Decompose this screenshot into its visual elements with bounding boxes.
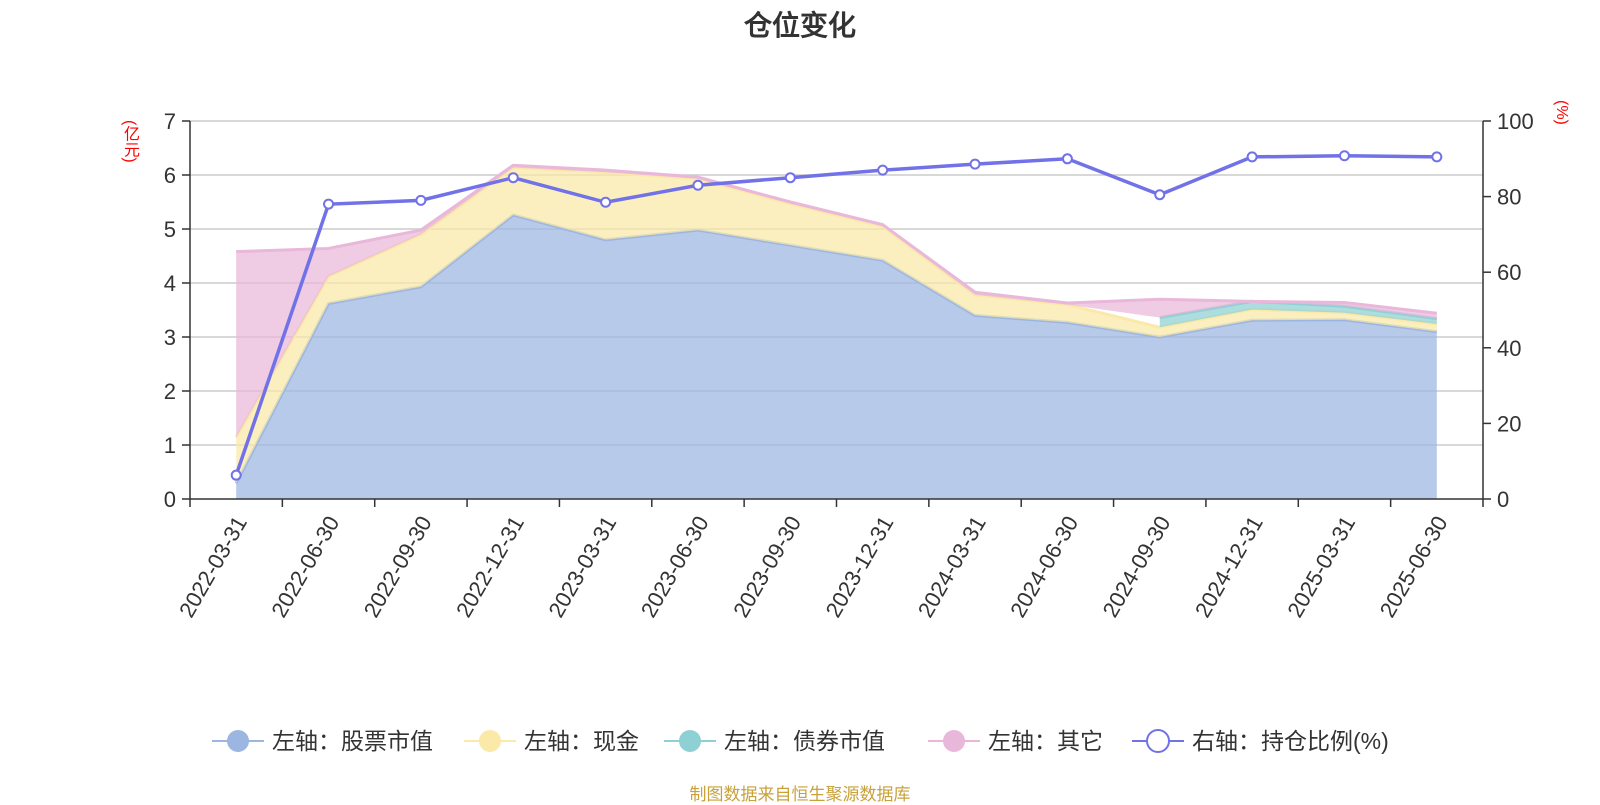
x-axis-tick-label: 2022-03-31	[174, 512, 252, 622]
right-axis-tick-label: 100	[1497, 109, 1534, 134]
holding-ratio-point	[415, 194, 427, 206]
holding-ratio-point	[1431, 151, 1443, 163]
left-axis-tick-label: 5	[164, 217, 176, 242]
holding-ratio-point	[784, 172, 796, 184]
right-axis-tick-label: 0	[1497, 487, 1509, 512]
holding-ratio-point	[600, 196, 612, 208]
area-9cb6e2	[236, 214, 1437, 499]
data-source-note: 制图数据来自恒生聚源数据库	[689, 785, 911, 804]
area-edge	[234, 165, 1438, 439]
right-axis-tick-label: 20	[1497, 411, 1521, 436]
area-edge	[1159, 299, 1438, 321]
left-axis-tick-label: 6	[164, 163, 176, 188]
x-axis-tick-label: 2022-09-30	[359, 512, 437, 622]
right-axis-unit: (%)	[1553, 100, 1570, 125]
legend-label: 右轴：持仓比例(%)	[1192, 728, 1389, 754]
legend: 左轴：股票市值 左轴：现金 左轴：债券市值 左轴：其它 右轴：持仓比例(%)	[212, 728, 1389, 754]
x-axis-tick-label: 2024-06-30	[1005, 512, 1083, 622]
x-axis-tick-label: 2023-09-30	[728, 512, 806, 622]
x-axis-tick-label: 2025-03-31	[1282, 512, 1360, 622]
legend-swatch-marker	[479, 730, 501, 752]
holding-ratio-point	[230, 469, 242, 481]
legend-label: 左轴：其它	[988, 728, 1103, 754]
legend-label: 左轴：现金	[524, 728, 639, 754]
right-axis-tick-label: 80	[1497, 185, 1521, 210]
legend-label: 左轴：股票市值	[272, 728, 433, 754]
area-fae9a8	[236, 167, 1437, 484]
x-axis-tick-label: 2024-12-31	[1190, 512, 1268, 622]
holding-ratio-point	[692, 179, 704, 191]
left-axis-tick-label: 2	[164, 379, 176, 404]
right-axis-tick-label: 40	[1497, 336, 1521, 361]
area-edge	[236, 163, 1437, 315]
left-axis-unit: (亿元)	[121, 120, 138, 163]
holding-ratio-point	[323, 198, 335, 210]
holding-ratio-point	[969, 158, 981, 170]
x-axis-tick-label: 2025-06-30	[1375, 512, 1453, 622]
left-axis-tick-label: 1	[164, 433, 176, 458]
area-8fd0d4	[1159, 301, 1437, 328]
legend-swatch-marker	[679, 730, 701, 752]
left-axis-tick-label: 3	[164, 325, 176, 350]
holding-ratio-point	[1061, 153, 1073, 165]
x-axis-tick-label: 2024-09-30	[1098, 512, 1176, 622]
left-axis-tick-label: 7	[164, 109, 176, 134]
chart-title: 仓位变化	[743, 10, 856, 41]
legend-swatch-marker	[1146, 729, 1170, 753]
right-axis-tick-label: 60	[1497, 260, 1521, 285]
x-axis-tick-label: 2023-12-31	[821, 512, 899, 622]
holding-ratio-path	[234, 154, 1437, 476]
holding-ratio-point	[507, 172, 519, 184]
legend-label: 左轴：债券市值	[724, 728, 885, 754]
legend-swatch-marker	[227, 730, 249, 752]
left-axis-tick-label: 4	[164, 271, 176, 296]
holding-ratio-point	[877, 164, 889, 176]
legend-swatch-marker	[943, 730, 965, 752]
x-axis-tick-label: 2022-12-31	[451, 512, 529, 622]
holding-ratio-point	[1338, 150, 1350, 162]
x-axis-tick-label: 2022-06-30	[266, 512, 344, 622]
x-axis-tick-label: 2023-03-31	[543, 512, 621, 622]
x-axis-tick-label: 2024-03-31	[913, 512, 991, 622]
holding-ratio-point	[1154, 189, 1166, 201]
stacked-areas	[234, 163, 1438, 499]
x-axis-tick-label: 2023-06-30	[636, 512, 714, 622]
holding-ratio-point	[1246, 151, 1258, 163]
holding-ratio-line	[230, 150, 1443, 481]
left-axis-tick-label: 0	[164, 487, 176, 512]
